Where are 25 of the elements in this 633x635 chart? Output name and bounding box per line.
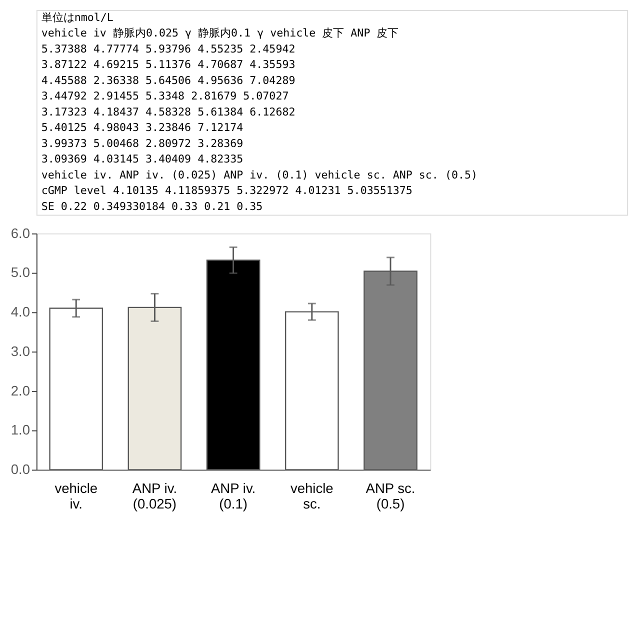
text: SE 0.22 0.349330184 0.33 0.21 0.35: [41, 200, 263, 213]
y-tick-label: 4.0: [10, 304, 30, 320]
x-tick-label: vehicle sc.: [290, 480, 334, 512]
y-tick-label: 2.0: [10, 383, 30, 398]
x-tick-label: ANP iv. (0.1): [211, 480, 256, 512]
text: cGMP level 4.10135 4.11859375 5.322972 4.01231 5.03551375: [41, 184, 412, 198]
y-tick-label: 1.0: [10, 422, 30, 438]
text: 5.40125 4.98043 3.23846 7.12174: [41, 121, 244, 134]
text: 5.37388 4.77774 5.93796 4.55235 2.45942: [41, 42, 296, 56]
text: 単位はnmol/L: [41, 10, 114, 24]
x-tick-label: ANP sc. (0.5): [366, 480, 416, 512]
y-tick-label: 3.0: [10, 344, 30, 359]
text: vehicle iv 静脈内0.025 γ 静脈内0.1 γ vehicle 皮下 ANP 皮下: [41, 26, 399, 40]
y-tick-label: 0.0: [10, 462, 30, 478]
text: 3.87122 4.69215 5.11376 4.70687 4.35593: [41, 58, 296, 72]
x-tick-label: ANP iv. (0.025): [132, 480, 178, 512]
x-tick-label: vehicle iv.: [54, 480, 98, 512]
text: 3.09369 4.03145 3.40409 4.82335: [41, 152, 244, 166]
text: 3.17323 4.18437 4.58328 5.61384 6.12682: [41, 105, 296, 118]
text: vehicle iv. ANP iv. (0.025) ANP iv. (0.1) vehicle sc. ANP sc. (0.5): [41, 168, 478, 182]
text: 3.99373 5.00468 2.80972 3.28369: [41, 136, 244, 150]
y-tick-label: 5.0: [10, 265, 30, 280]
text: 4.45588 2.36338 5.64506 4.95636 7.04289: [41, 74, 296, 87]
text: 3.44792 2.91455 5.3348 2.81679 5.07027: [41, 90, 289, 103]
y-tick-label: 6.0: [10, 226, 30, 241]
